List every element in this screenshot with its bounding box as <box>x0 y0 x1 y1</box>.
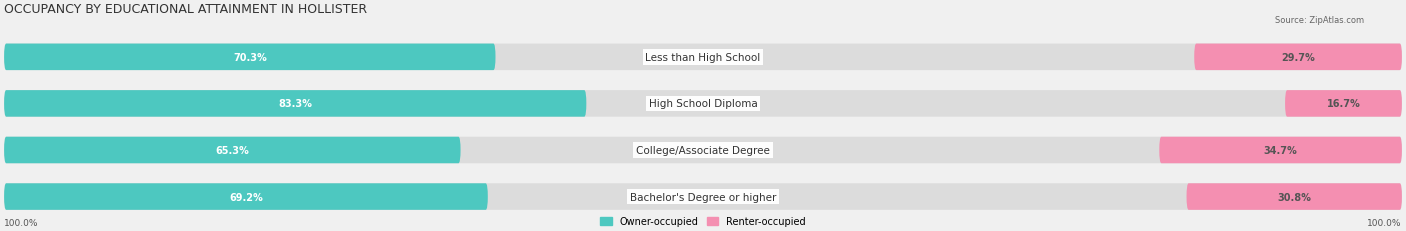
FancyBboxPatch shape <box>4 183 1402 210</box>
Text: 16.7%: 16.7% <box>1327 99 1361 109</box>
FancyBboxPatch shape <box>1194 44 1402 71</box>
FancyBboxPatch shape <box>1160 137 1402 164</box>
Text: 29.7%: 29.7% <box>1281 53 1315 63</box>
FancyBboxPatch shape <box>1187 183 1402 210</box>
Text: OCCUPANCY BY EDUCATIONAL ATTAINMENT IN HOLLISTER: OCCUPANCY BY EDUCATIONAL ATTAINMENT IN H… <box>4 3 367 16</box>
FancyBboxPatch shape <box>4 91 586 117</box>
Text: 65.3%: 65.3% <box>215 145 249 155</box>
FancyBboxPatch shape <box>4 137 1402 164</box>
Text: 69.2%: 69.2% <box>229 192 263 202</box>
FancyBboxPatch shape <box>4 44 495 71</box>
Text: 100.0%: 100.0% <box>1367 218 1402 227</box>
Legend: Owner-occupied, Renter-occupied: Owner-occupied, Renter-occupied <box>600 216 806 226</box>
FancyBboxPatch shape <box>4 137 461 164</box>
FancyBboxPatch shape <box>4 91 1402 117</box>
Text: 30.8%: 30.8% <box>1277 192 1312 202</box>
Text: 83.3%: 83.3% <box>278 99 312 109</box>
Text: High School Diploma: High School Diploma <box>648 99 758 109</box>
Text: Bachelor's Degree or higher: Bachelor's Degree or higher <box>630 192 776 202</box>
FancyBboxPatch shape <box>1285 91 1402 117</box>
FancyBboxPatch shape <box>4 44 1402 71</box>
FancyBboxPatch shape <box>4 183 488 210</box>
Text: 100.0%: 100.0% <box>4 218 39 227</box>
Text: Less than High School: Less than High School <box>645 53 761 63</box>
Text: College/Associate Degree: College/Associate Degree <box>636 145 770 155</box>
Text: 34.7%: 34.7% <box>1264 145 1298 155</box>
Text: Source: ZipAtlas.com: Source: ZipAtlas.com <box>1275 16 1364 25</box>
Text: 70.3%: 70.3% <box>233 53 267 63</box>
